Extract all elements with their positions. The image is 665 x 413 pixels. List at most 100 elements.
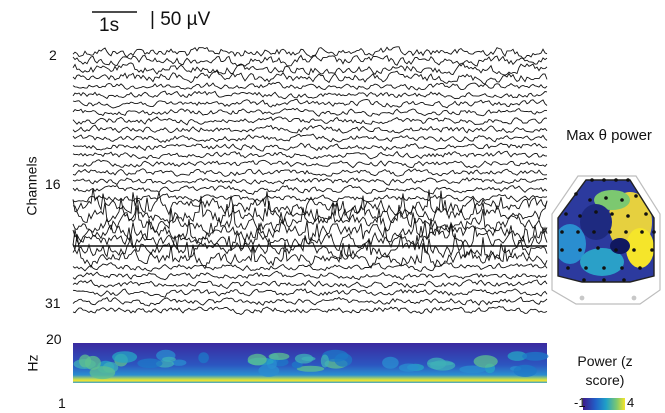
electrode-dot bbox=[614, 248, 618, 252]
eeg-channel-trace bbox=[72, 203, 548, 235]
electrode-dot bbox=[582, 278, 586, 282]
spectrogram-power-patch bbox=[428, 361, 454, 366]
eeg-channel-trace bbox=[72, 223, 548, 252]
spectrogram-power-patch bbox=[320, 354, 329, 368]
electrode-dot bbox=[638, 266, 642, 270]
spectrogram-blobs bbox=[73, 349, 549, 380]
eeg-channel-trace bbox=[72, 212, 548, 245]
electrode-dot bbox=[622, 278, 626, 282]
eeg-channel-trace bbox=[72, 195, 548, 226]
eeg-channel-trace bbox=[72, 288, 548, 298]
electrode-dot bbox=[644, 212, 648, 216]
eeg-channel-trace bbox=[72, 188, 548, 217]
eeg-channel-trace bbox=[72, 234, 548, 270]
electrode-dot bbox=[620, 198, 624, 202]
colorbar bbox=[583, 398, 625, 410]
eeg-channel-trace bbox=[72, 184, 548, 195]
eeg-traces bbox=[72, 46, 548, 316]
spectrogram-power-patch bbox=[473, 355, 498, 368]
electrode-dot bbox=[594, 210, 598, 214]
electrode-dot bbox=[604, 196, 608, 200]
frequency-axis-label: Hz bbox=[24, 354, 41, 372]
electrode-dot bbox=[652, 230, 656, 234]
spectrogram-power-patch bbox=[247, 353, 267, 366]
eeg-channel-trace bbox=[72, 193, 548, 203]
eeg-channel-trace bbox=[72, 133, 548, 143]
spectrogram-power-patch bbox=[459, 365, 486, 374]
spectrogram-power-patch bbox=[198, 352, 209, 364]
spectrogram-power-patch bbox=[137, 358, 163, 369]
topomap-title: Max θ power bbox=[566, 127, 652, 144]
spectrogram-power-patch bbox=[79, 354, 92, 368]
channels-axis-label: Channels bbox=[23, 156, 40, 216]
eeg-channel-trace bbox=[72, 150, 547, 160]
electrode-dot bbox=[578, 248, 582, 252]
frequency-tick-top: 20 bbox=[46, 331, 62, 347]
eeg-channel-trace bbox=[72, 107, 548, 117]
spectrogram-power-patch bbox=[296, 365, 325, 372]
time-scale-label: 1s bbox=[99, 15, 120, 36]
electrode-dot bbox=[576, 230, 580, 234]
electrode-dot bbox=[650, 248, 654, 252]
eeg-channel-trace bbox=[72, 142, 548, 152]
spectrogram-power-patch bbox=[258, 364, 280, 377]
colorbar-max-label: 4 bbox=[627, 395, 635, 410]
eeg-channel-trace bbox=[72, 168, 548, 177]
eeg-channel-trace bbox=[72, 124, 548, 134]
electrode-dot bbox=[620, 266, 624, 270]
eeg-channel-trace bbox=[72, 176, 548, 186]
eeg-channel-trace bbox=[72, 159, 548, 169]
spectrogram-power-patch bbox=[513, 364, 537, 377]
eeg-channel-trace bbox=[72, 98, 548, 109]
ear-marker-left bbox=[579, 295, 585, 301]
electrode-dot bbox=[560, 248, 564, 252]
spectrogram-power-patch bbox=[162, 356, 176, 362]
electrode-dot bbox=[632, 248, 636, 252]
channel-tick-bottom: 31 bbox=[45, 295, 61, 311]
eeg-channel-trace bbox=[72, 279, 548, 290]
electrode-dot bbox=[602, 278, 606, 282]
electrode-dot bbox=[574, 192, 578, 196]
eeg-channel-trace bbox=[72, 305, 548, 316]
electrode-markers bbox=[560, 178, 656, 282]
electrode-dot bbox=[626, 214, 630, 218]
eeg-channel-trace bbox=[72, 46, 548, 59]
electrode-dot bbox=[560, 230, 564, 234]
colorbar-min-label: -1 bbox=[574, 395, 586, 410]
electrode-dot bbox=[578, 214, 582, 218]
channel-tick-middle: 16 bbox=[45, 176, 61, 192]
electrode-dot bbox=[566, 266, 570, 270]
eeg-channel-trace bbox=[72, 116, 548, 126]
spectrogram-power-patch bbox=[89, 366, 116, 380]
eeg-channel-trace bbox=[72, 90, 548, 100]
electrode-dot bbox=[624, 230, 628, 234]
electrode-dot bbox=[626, 178, 630, 182]
spectrogram-power-patch bbox=[112, 351, 138, 363]
electrode-dot bbox=[590, 178, 594, 182]
electrode-dot bbox=[640, 230, 644, 234]
voltage-scale-label: | 50 µV bbox=[150, 9, 211, 30]
eeg-channel-trace bbox=[72, 270, 548, 281]
colorbar-title: Power (z score) bbox=[577, 353, 633, 388]
spectrogram-power-patch bbox=[382, 356, 399, 369]
spectrogram-power-patch bbox=[398, 363, 419, 372]
electrode-dot bbox=[610, 212, 614, 216]
eeg-channel-trace bbox=[72, 262, 548, 272]
spectrogram-power-patch bbox=[301, 356, 316, 362]
spectrogram bbox=[73, 343, 549, 383]
electrode-dot bbox=[596, 246, 600, 250]
electrode-dot bbox=[614, 178, 618, 182]
electrode-dot bbox=[564, 212, 568, 216]
channel-tick-top: 2 bbox=[49, 47, 57, 63]
ear-marker-right bbox=[631, 295, 637, 301]
spectrogram-power-patch bbox=[507, 351, 527, 361]
electrode-dot bbox=[602, 266, 606, 270]
electrode-dot bbox=[602, 178, 606, 182]
electrode-dot bbox=[588, 198, 592, 202]
electrode-dot bbox=[584, 266, 588, 270]
eeg-channel-trace bbox=[72, 54, 548, 67]
frequency-tick-bottom: 1 bbox=[58, 395, 66, 411]
head-outline bbox=[551, 175, 661, 305]
eeg-channel-trace bbox=[72, 296, 548, 307]
